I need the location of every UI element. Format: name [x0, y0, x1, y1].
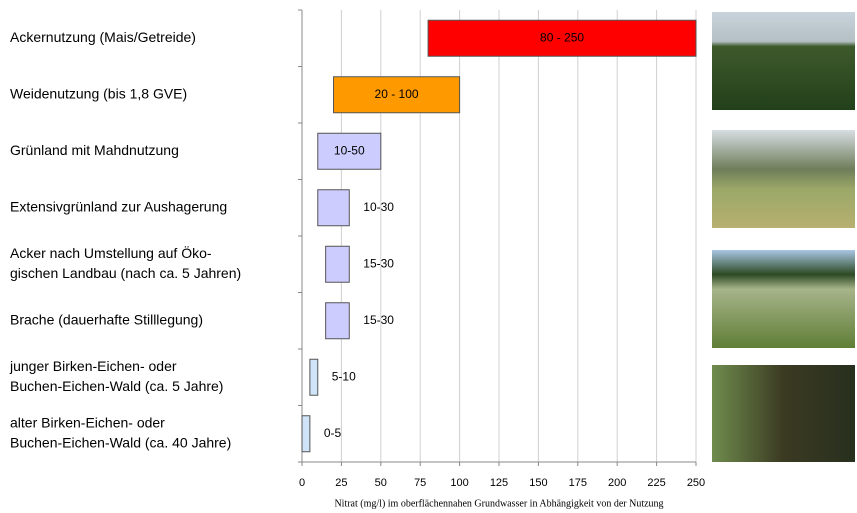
bar [325, 245, 350, 283]
category-label: Ackernutzung (Mais/Getreide) [10, 29, 196, 45]
photo [712, 130, 855, 228]
x-tick-label: 25 [335, 477, 347, 489]
category-label: gischen Landbau (nach ca. 5 Jahren) [10, 265, 241, 281]
x-tick-label: 125 [490, 477, 508, 489]
value-label: 0-5 [324, 426, 342, 440]
x-tick-label: 100 [450, 477, 468, 489]
value-label: 5-10 [332, 369, 356, 383]
x-tick-label: 175 [569, 477, 587, 489]
value-label: 15-30 [363, 256, 394, 270]
photo [712, 250, 855, 348]
category-label: Buchen-Eichen-Wald (ca. 40 Jahre) [10, 434, 231, 450]
category-label: Weidenutzung (bis 1,8 GVE) [10, 85, 187, 101]
x-tick-label: 75 [414, 477, 426, 489]
value-label: 10-30 [363, 200, 394, 214]
category-label: alter Birken-Eichen- oder [10, 414, 165, 430]
category-label: junger Birken-Eichen- oder [9, 358, 177, 374]
x-tick-label: 50 [375, 477, 387, 489]
photo [712, 365, 855, 462]
x-tick-label: 0 [299, 477, 305, 489]
value-label: 10-50 [334, 143, 365, 157]
value-label: 80 - 250 [540, 30, 584, 44]
bar [325, 302, 350, 340]
x-axis-label: Nitrat (mg/l) im oberflächennahen Grundw… [334, 498, 663, 509]
category-label: Brache (dauerhafte Stilllegung) [10, 311, 203, 327]
value-label: 15-30 [363, 313, 394, 327]
x-tick-label: 225 [647, 477, 665, 489]
category-label: Buchen-Eichen-Wald (ca. 5 Jahre) [10, 378, 223, 394]
bar [427, 19, 697, 57]
value-label: 20 - 100 [375, 87, 419, 101]
x-tick-label: 250 [687, 477, 705, 489]
bar [317, 189, 350, 227]
category-label: Grünland mit Mahdnutzung [10, 142, 179, 158]
category-label: Extensivgrünland zur Aushagerung [10, 198, 227, 214]
bar [301, 415, 311, 453]
bar [309, 358, 319, 396]
bar [333, 76, 461, 114]
category-label: Acker nach Umstellung auf Öko- [10, 244, 212, 261]
bar [317, 132, 382, 170]
x-tick-label: 200 [608, 477, 626, 489]
x-tick-label: 150 [529, 477, 547, 489]
photo [712, 12, 855, 110]
